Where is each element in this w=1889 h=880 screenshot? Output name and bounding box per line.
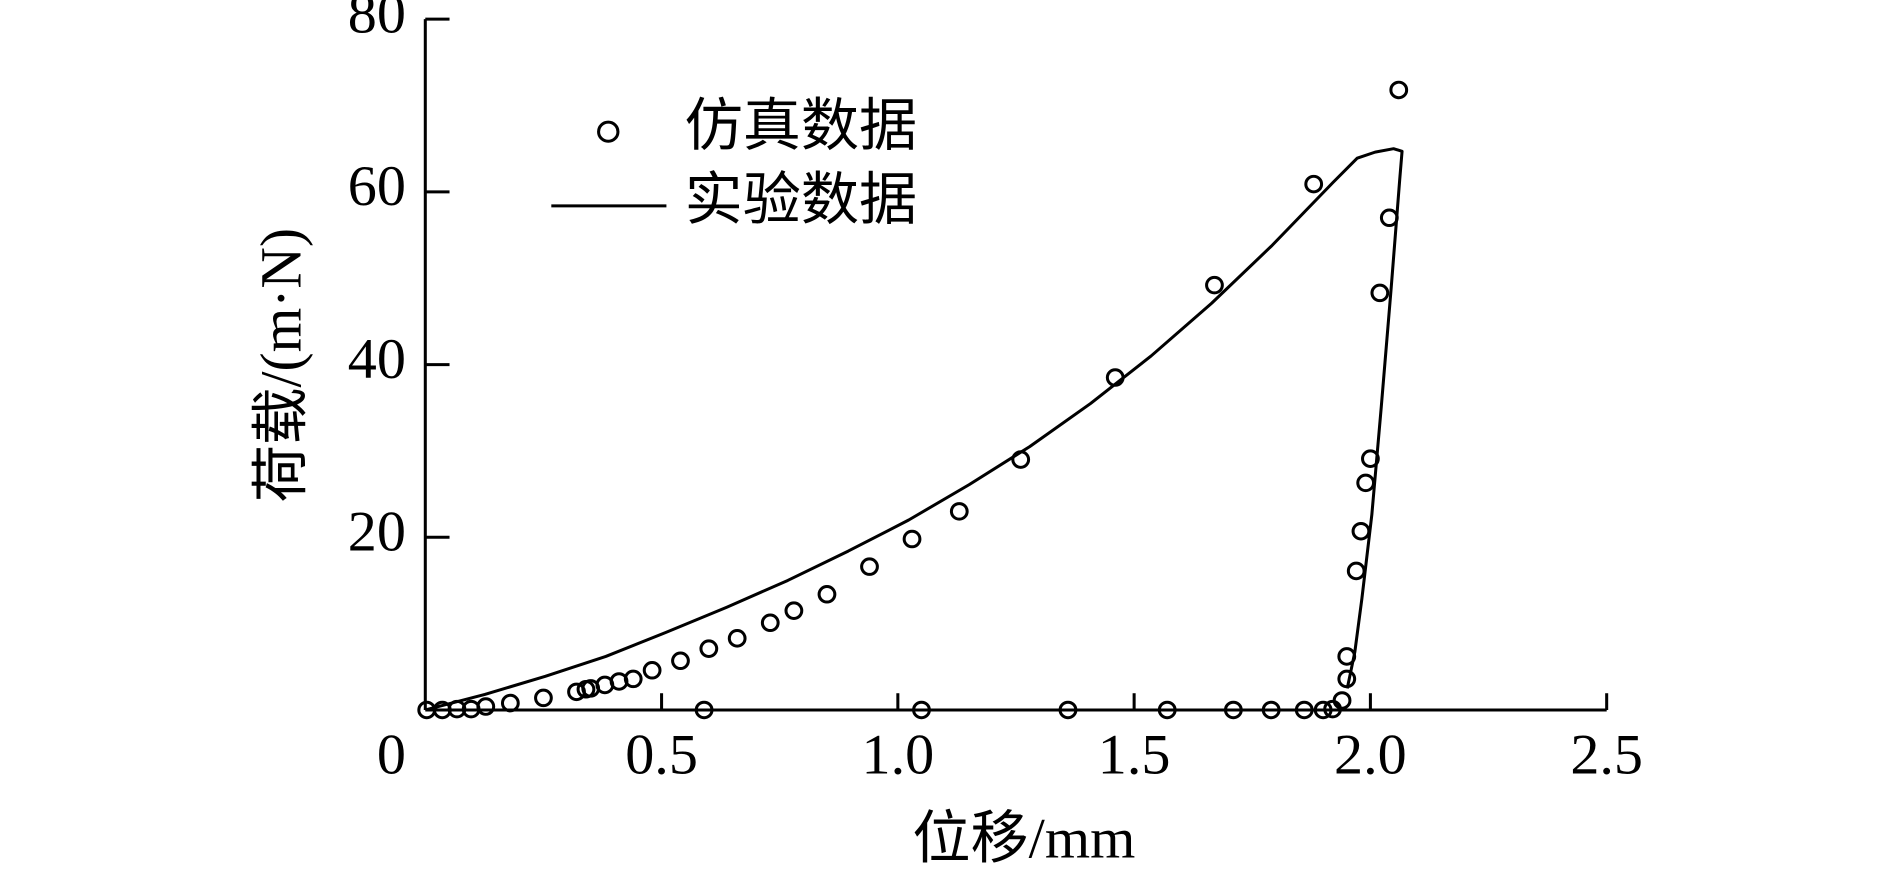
data-point: [1058, 700, 1078, 720]
data-point: [1356, 473, 1376, 493]
x-tick-label: 1.0: [862, 722, 935, 787]
data-point: [760, 613, 780, 633]
data-point: [727, 629, 747, 648]
data-point: [1351, 521, 1371, 541]
legend-label: 仿真数据: [685, 93, 918, 158]
data-point: [784, 601, 804, 620]
data-point: [1157, 700, 1177, 720]
data-point: [1361, 449, 1380, 468]
data-point: [500, 693, 520, 713]
y-tick-label: 60: [348, 153, 406, 218]
x-axis-label: 位移/mm: [912, 806, 1135, 871]
x-tick-label: 0.5: [625, 722, 698, 787]
y-tick-label: 20: [348, 499, 406, 564]
data-point: [912, 700, 931, 720]
y-tick-label: 80: [348, 0, 406, 45]
data-point: [902, 529, 922, 549]
data-point: [623, 669, 643, 689]
data-point: [534, 688, 553, 708]
x-tick-label: 2.5: [1570, 722, 1643, 787]
data-point: [642, 660, 662, 680]
data-point: [476, 697, 496, 716]
x-tick-label: 2.0: [1334, 722, 1407, 787]
data-point: [1313, 700, 1333, 720]
data-point: [949, 502, 969, 521]
data-point: [1294, 700, 1314, 720]
x-tick-label: 1.5: [1098, 722, 1171, 787]
data-point: [1223, 700, 1243, 720]
x-tick-label: 0: [377, 722, 406, 787]
data-point: [1346, 561, 1366, 581]
legend-label: 实验数据: [685, 167, 918, 232]
data-point: [694, 700, 714, 720]
data-point: [860, 557, 879, 576]
data-point: [817, 584, 837, 604]
data-point: [671, 651, 690, 671]
y-tick-label: 40: [348, 326, 406, 391]
data-point: [1261, 700, 1281, 720]
data-point: [1304, 174, 1324, 194]
data-point: [699, 639, 719, 658]
y-axis-label: 荷载/(m·N): [248, 228, 313, 502]
legend-swatch: [597, 120, 620, 143]
data-point: [1370, 283, 1390, 303]
data-point: [1332, 691, 1352, 710]
data-line: [424, 147, 1404, 712]
data-point: [1323, 699, 1342, 719]
data-point: [1389, 80, 1409, 100]
data-point: [1205, 275, 1224, 295]
